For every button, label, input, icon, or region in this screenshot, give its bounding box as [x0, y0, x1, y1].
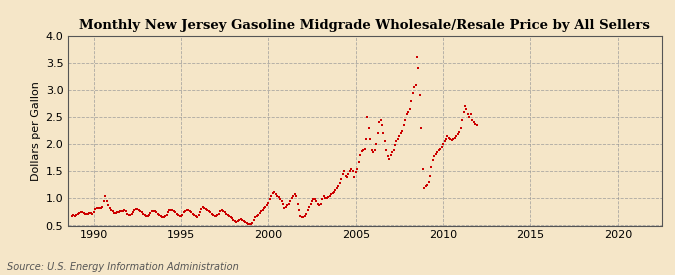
- Title: Monthly New Jersey Gasoline Midgrade Wholesale/Resale Price by All Sellers: Monthly New Jersey Gasoline Midgrade Who…: [79, 19, 650, 32]
- Y-axis label: Dollars per Gallon: Dollars per Gallon: [32, 81, 41, 181]
- Text: Source: U.S. Energy Information Administration: Source: U.S. Energy Information Administ…: [7, 262, 238, 272]
